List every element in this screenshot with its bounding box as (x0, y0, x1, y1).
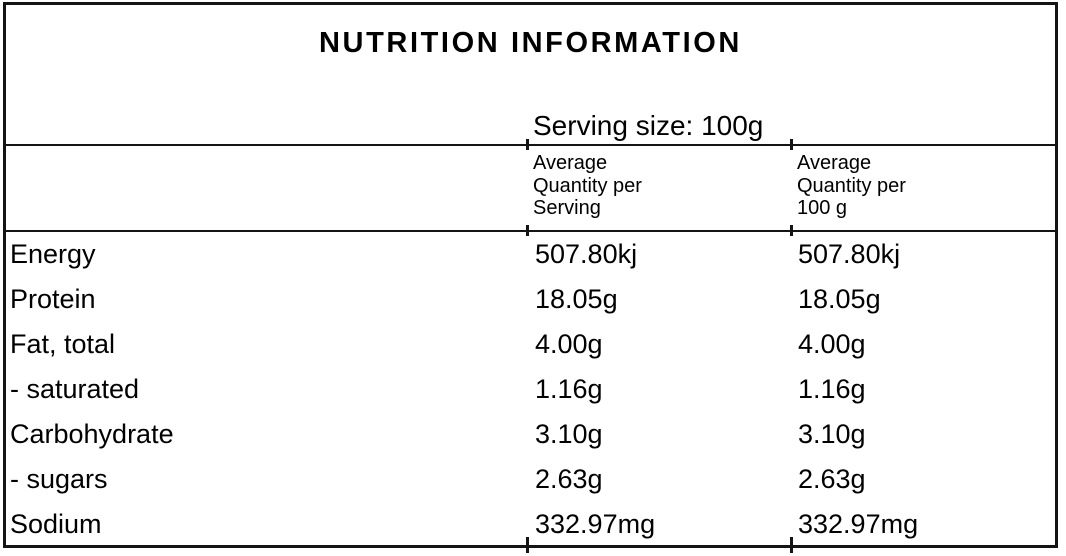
column-tick (790, 537, 793, 553)
column-tick (790, 224, 793, 236)
table-row-sugars: - sugars 2.63g 2.63g (6, 457, 1055, 502)
page-title: NUTRITION INFORMATION (319, 27, 742, 59)
nutrient-name: - sugars (10, 463, 108, 494)
value-per-serving: 2.63g (535, 463, 603, 494)
value-per-100g: 332.97mg (798, 508, 919, 539)
nutrient-name: Energy (10, 238, 96, 269)
table-row-energy: Energy 507.80kj 507.80kj (6, 232, 1055, 277)
column-header-per-100g: Average Quantity per 100 g (797, 152, 906, 219)
value-per-100g: 2.63g (798, 463, 866, 494)
nutrient-name: Protein (10, 283, 96, 314)
rule-below-serving-size (3, 143, 1058, 146)
value-per-100g: 4.00g (798, 328, 866, 359)
value-per-serving: 3.10g (535, 418, 603, 449)
column-header-per-serving: Average Quantity per Serving (533, 152, 642, 219)
column-tick (526, 537, 529, 553)
table-row-carbohydrate: Carbohydrate 3.10g 3.10g (6, 412, 1055, 457)
table-row-sodium: Sodium 332.97mg 332.97mg (6, 502, 1055, 547)
column-tick (790, 138, 793, 150)
nutrient-name: Carbohydrate (10, 418, 174, 449)
nutrient-name: - saturated (10, 373, 140, 404)
value-per-100g: 3.10g (798, 418, 866, 449)
table-row-fat-total: Fat, total 4.00g 4.00g (6, 322, 1055, 367)
value-per-100g: 1.16g (798, 373, 866, 404)
value-per-100g: 507.80kj (798, 238, 901, 269)
nutrient-table-body: Energy 507.80kj 507.80kj Protein 18.05g … (6, 232, 1055, 547)
table-row-saturated: - saturated 1.16g 1.16g (6, 367, 1055, 412)
column-tick (526, 138, 529, 150)
rule-below-column-headers (3, 229, 1058, 232)
nutrient-name: Fat, total (10, 328, 116, 359)
value-per-serving: 332.97mg (535, 508, 656, 539)
value-per-100g: 18.05g (798, 283, 881, 314)
table-row-protein: Protein 18.05g 18.05g (6, 277, 1055, 322)
nutrient-name: Sodium (10, 508, 102, 539)
nutrition-panel: NUTRITION INFORMATION Serving size: 100g… (3, 2, 1058, 553)
value-per-serving: 18.05g (535, 283, 618, 314)
serving-size-text: Serving size: 100g (533, 110, 764, 141)
column-tick (526, 224, 529, 236)
value-per-serving: 1.16g (535, 373, 603, 404)
value-per-serving: 4.00g (535, 328, 603, 359)
value-per-serving: 507.80kj (535, 238, 638, 269)
